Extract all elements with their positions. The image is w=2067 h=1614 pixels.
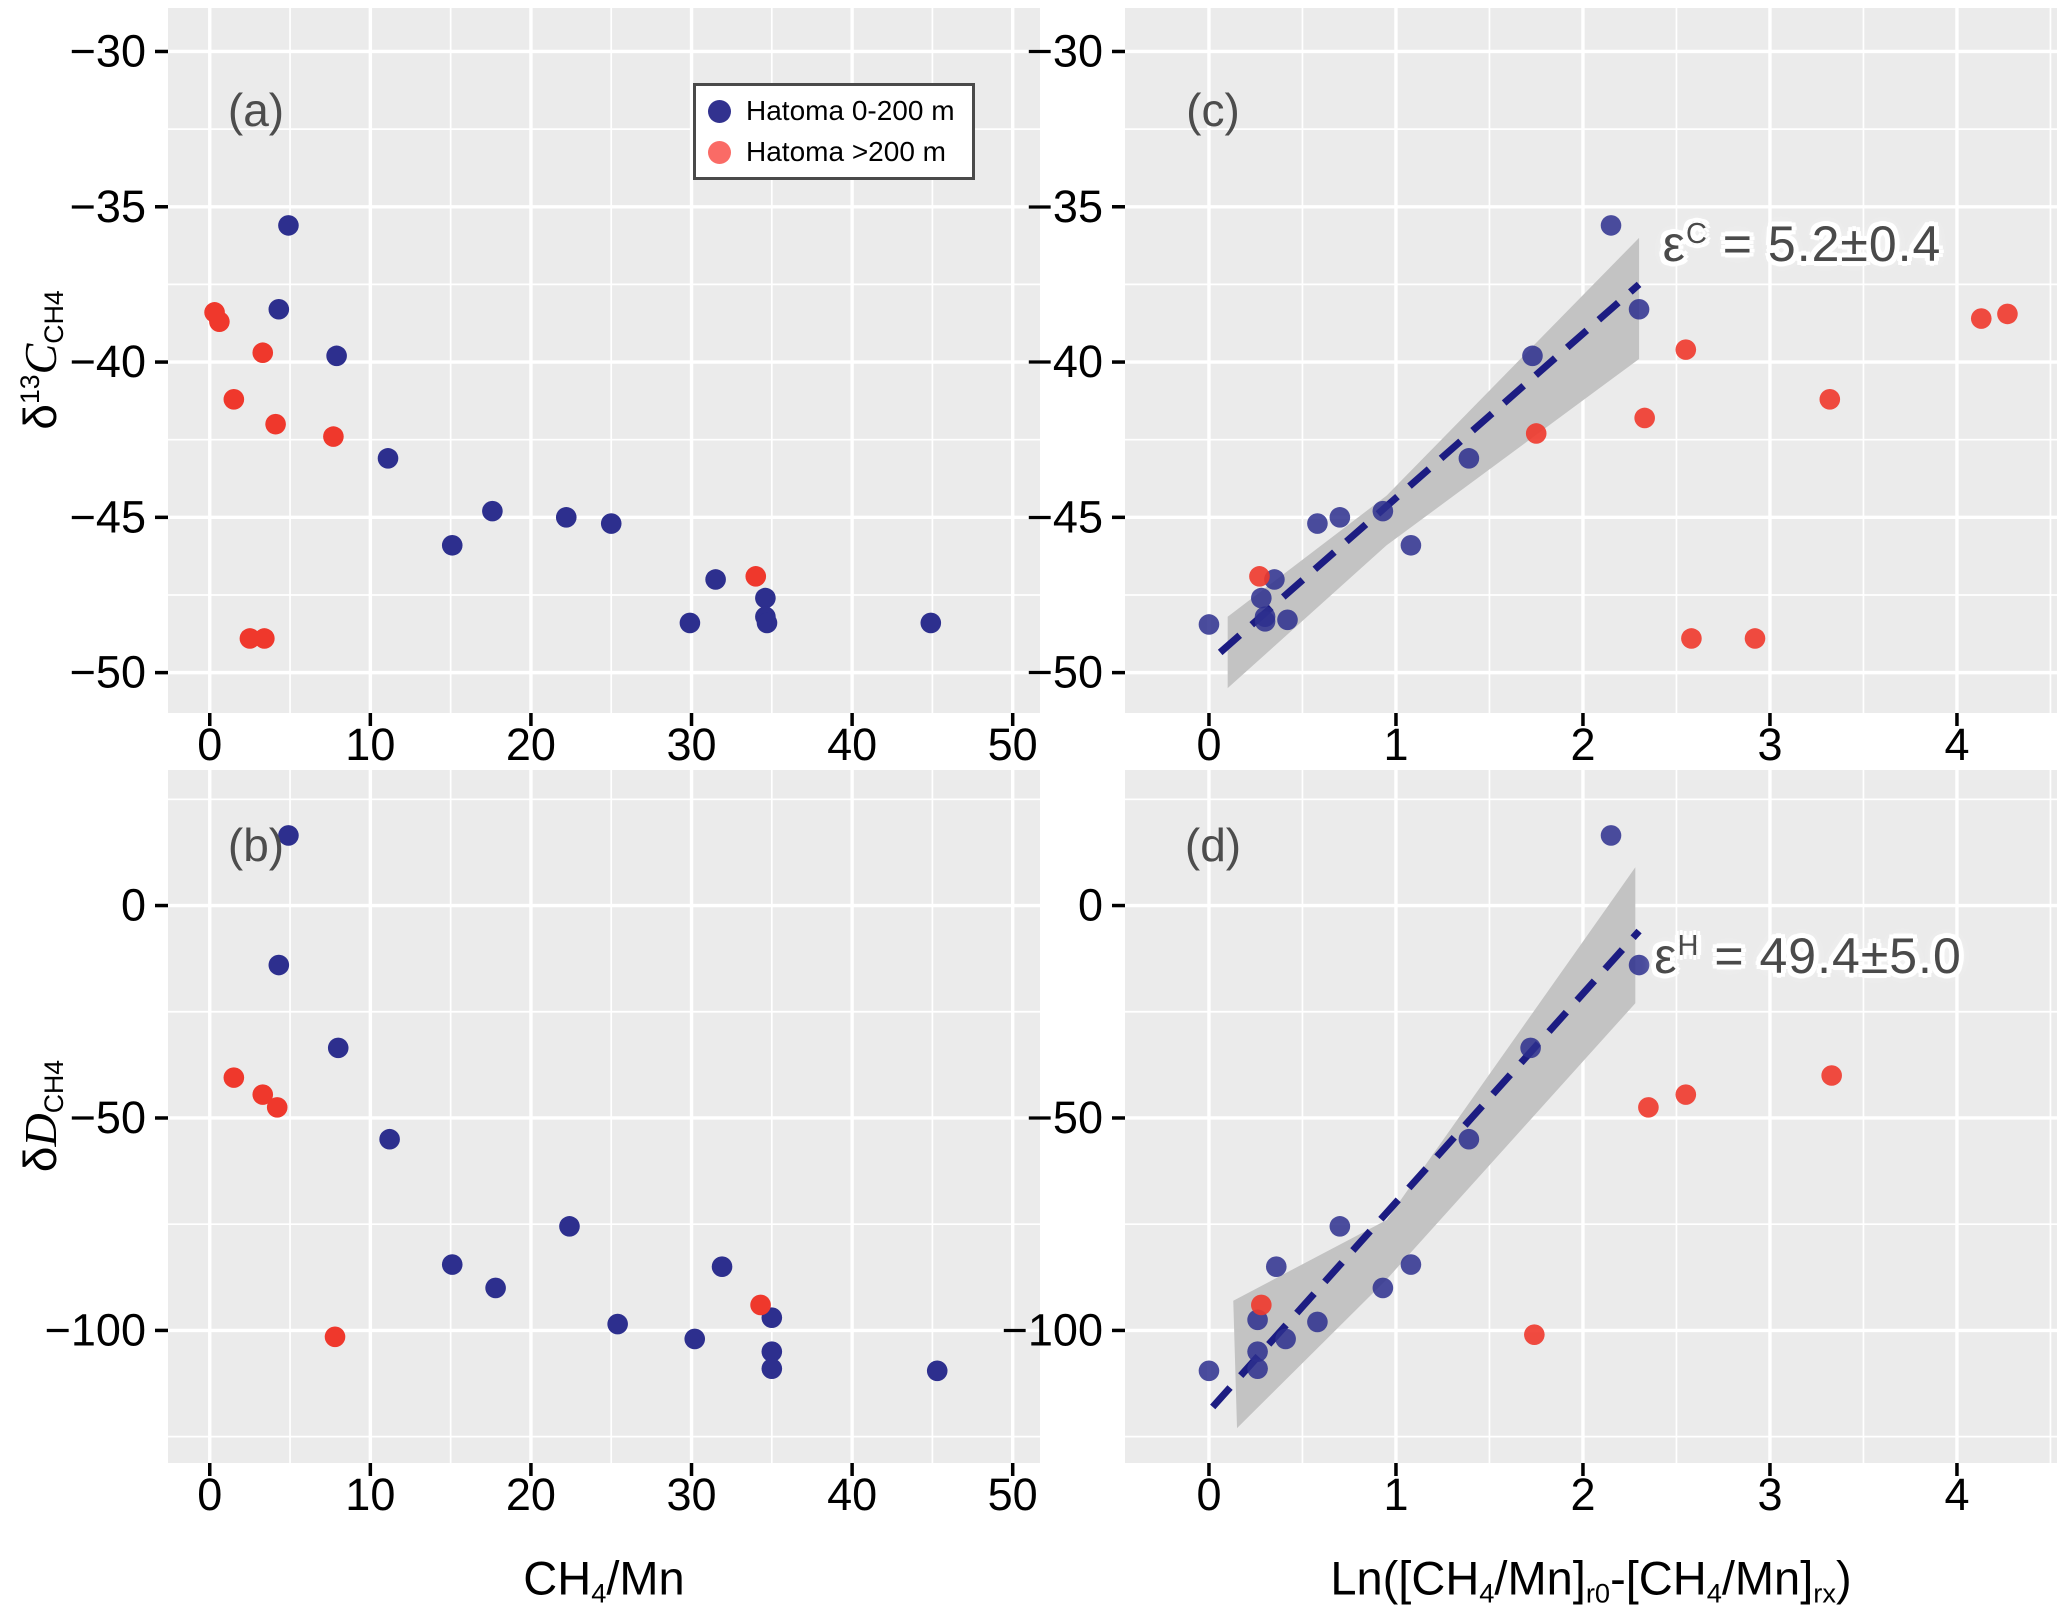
- svg-text:10: 10: [345, 719, 395, 770]
- svg-text:0: 0: [197, 719, 222, 770]
- legend-dot-blue-icon: [708, 99, 731, 123]
- svg-text:−40: −40: [70, 336, 146, 387]
- panel-b-canvas: 0 10 20 30 40 50 0 −50 −100: [45, 770, 1040, 1520]
- svg-text:40: 40: [827, 1469, 877, 1520]
- panel-d-canvas: 0 1 2 3 4 0 −50 −100: [1002, 770, 2057, 1520]
- svg-text:30: 30: [666, 1469, 716, 1520]
- svg-text:0: 0: [1196, 1469, 1221, 1520]
- svg-text:−100: −100: [45, 1304, 146, 1355]
- y-axis-title-d13c: δ13CCH4: [14, 290, 70, 430]
- legend-label: Hatoma 0-200 m: [746, 95, 955, 126]
- svg-text:−50: −50: [70, 647, 146, 698]
- panel-c-canvas: 0 1 2 3 4 −30 −35 −40 −45 −50: [1027, 8, 2057, 770]
- svg-text:−35: −35: [70, 181, 146, 232]
- annotation-epsilon-h: εH = 49.4±5.0: [1654, 928, 1962, 984]
- svg-text:30: 30: [666, 719, 716, 770]
- svg-text:−40: −40: [1027, 336, 1103, 387]
- svg-text:0: 0: [121, 880, 146, 931]
- svg-text:−50: −50: [1027, 647, 1103, 698]
- svg-text:3: 3: [1757, 1469, 1782, 1520]
- svg-text:0: 0: [1196, 719, 1221, 770]
- x-axis-title-ln: Ln([CH4/Mn]r0-[CH4/Mn]rx): [1330, 1551, 1852, 1609]
- panel-c-label: (c): [1186, 84, 1240, 136]
- svg-text:−45: −45: [70, 491, 146, 542]
- svg-text:−50: −50: [1027, 1092, 1103, 1143]
- annotation-epsilon-c: εC = 5.2±0.4: [1662, 216, 1942, 272]
- y-axis-title-dD: δDCH4: [14, 1059, 70, 1173]
- legend-item-hatoma-0-200m: Hatoma 0-200 m: [708, 95, 972, 127]
- svg-text:10: 10: [345, 1469, 395, 1520]
- svg-text:50: 50: [988, 719, 1038, 770]
- svg-text:1: 1: [1383, 719, 1408, 770]
- svg-text:40: 40: [827, 719, 877, 770]
- legend-item-hatoma-gt200m: Hatoma >200 m: [708, 136, 972, 168]
- panel-c: 0 1 2 3 4 −30 −35 −40 −45 −50 (c) εC = 5.2±0.4: [1027, 8, 2057, 770]
- legend: Hatoma 0-200 m Hatoma >200 m: [693, 83, 975, 180]
- svg-text:4: 4: [1944, 719, 1969, 770]
- svg-text:2: 2: [1570, 1469, 1595, 1520]
- svg-text:1: 1: [1383, 1469, 1408, 1520]
- panel-d: 0 1 2 3 4 0 −50 −100 (d) εH = 49.4±5.0: [1002, 770, 2057, 1520]
- legend-label: Hatoma >200 m: [746, 136, 946, 167]
- svg-text:−45: −45: [1027, 491, 1103, 542]
- panel-b-label: (b): [227, 819, 285, 871]
- svg-text:−30: −30: [70, 25, 146, 76]
- svg-text:0: 0: [1078, 880, 1103, 931]
- svg-text:50: 50: [988, 1469, 1038, 1520]
- svg-text:2: 2: [1570, 719, 1595, 770]
- svg-text:−50: −50: [70, 1092, 146, 1143]
- panel-b: 0 10 20 30 40 50 0 −50 −100 (b): [45, 770, 1040, 1520]
- x-axis-title-ch4mn: CH4/Mn: [523, 1551, 685, 1609]
- svg-text:3: 3: [1757, 719, 1782, 770]
- panel-a-label: (a): [227, 84, 285, 136]
- svg-text:0: 0: [197, 1469, 222, 1520]
- svg-text:−100: −100: [1002, 1304, 1103, 1355]
- legend-dot-red-icon: [708, 140, 731, 164]
- svg-text:−30: −30: [1027, 25, 1103, 76]
- svg-text:20: 20: [506, 719, 556, 770]
- panel-d-label: (d): [1184, 819, 1242, 871]
- svg-text:4: 4: [1944, 1469, 1969, 1520]
- svg-text:20: 20: [506, 1469, 556, 1520]
- svg-text:−35: −35: [1027, 181, 1103, 232]
